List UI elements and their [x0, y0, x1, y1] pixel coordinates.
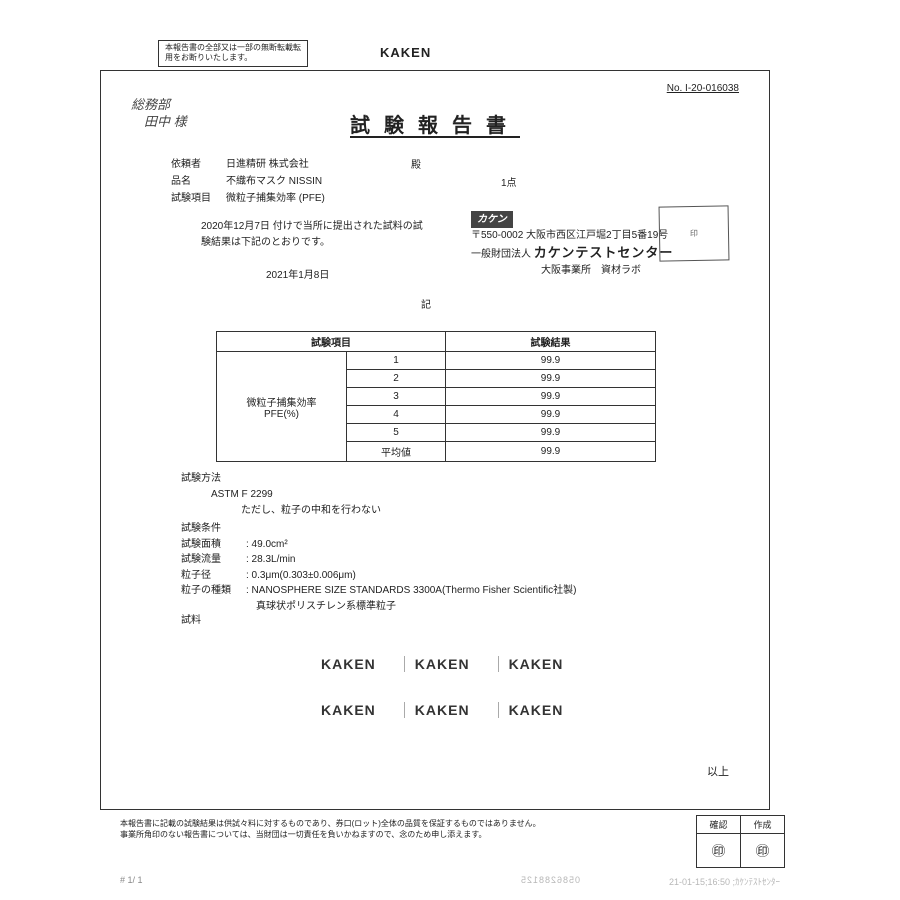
issuer-org-prefix: 一般財団法人 [471, 249, 531, 260]
issuer-logo: カケン [471, 211, 513, 228]
notation-marker: 記 [421, 296, 431, 311]
test-method: 試験方法 ASTM F 2299 ただし、粒子の中和を行わない [181, 471, 381, 519]
approval-create-header: 作成 [741, 816, 785, 834]
method-note: ただし、粒子の中和を行わない [181, 503, 381, 519]
watermark: KAKEN [321, 656, 376, 672]
diam-label: 粒子径 [181, 568, 246, 584]
issuer-dept: 大阪事業所 資材ラボ [471, 263, 673, 278]
company-stamp: 印 [659, 205, 730, 261]
row-v: 99.9 [446, 424, 656, 442]
approval-seal-1: ㊞ [697, 834, 741, 868]
product-label: 品名 [171, 173, 226, 190]
row-n: 3 [347, 388, 446, 406]
issuer-postal: 〒550-0002 大阪市西区江戸堀2丁目5番19号 [471, 228, 673, 243]
document-number: No. I-20-016038 [667, 83, 739, 94]
conditions-heading: 試験条件 [181, 521, 576, 537]
reproduction-notice: 本報告書の全部又は一部の無断転載転用をお断りいたします。 [158, 40, 308, 67]
flow-label: 試験流量 [181, 552, 246, 568]
row-v: 99.9 [446, 352, 656, 370]
row-n: 2 [347, 370, 446, 388]
report-frame: No. I-20-016038 総務部 田中 様 試験報告書 依頼者 日進精研 … [100, 70, 770, 810]
sample-heading: 試料 [181, 611, 201, 626]
method-heading: 試験方法 [181, 471, 381, 487]
sample-count: 1点 [501, 174, 517, 189]
requester-label: 依頼者 [171, 156, 226, 173]
watermark: KAKEN [404, 702, 470, 718]
diam-value: : 0.3μm(0.303±0.006μm) [246, 568, 356, 584]
type-value: : NANOSPHERE SIZE STANDARDS 3300A(Thermo… [246, 583, 576, 599]
avg-label: 平均値 [347, 442, 446, 462]
report-date: 2021年1月8日 [266, 266, 329, 281]
row-v: 99.9 [446, 388, 656, 406]
request-info: 依頼者 日進精研 株式会社 品名 不織布マスク NISSIN 試験項目 微粒子捕… [171, 156, 446, 207]
item-label: 試験項目 [171, 190, 226, 207]
item-value: 微粒子捕集効率 (PFE) [226, 190, 446, 207]
issuer-name: カケンテストセンター [534, 245, 674, 260]
type-label: 粒子の種類 [181, 583, 246, 599]
fax-timestamp: 21-01-15;16:50 ;ｶｹﾝﾃｽﾄｾﾝﾀｰ [580, 875, 780, 888]
approval-confirm-header: 確認 [697, 816, 741, 834]
approval-table: 確認 作成 ㊞ ㊞ [696, 815, 785, 868]
submission-statement: 2020年12月7日 付けで当所に提出された試料の試験結果は下記のとおりです。 [201, 219, 431, 251]
test-conditions: 試験条件 試験面積: 49.0cm² 試験流量: 28.3L/min 粒子径: … [181, 521, 576, 614]
honorific: 殿 [411, 156, 421, 171]
area-label: 試験面積 [181, 537, 246, 553]
th-result: 試験結果 [446, 332, 656, 352]
brand-header: KAKEN [380, 45, 431, 60]
row-n: 1 [347, 352, 446, 370]
fax-number: 0586288125 [200, 875, 580, 888]
type-value2: 真球状ポリスチレン系標準粒子 [181, 599, 576, 615]
row-v: 99.9 [446, 406, 656, 424]
method-std: ASTM F 2299 [181, 487, 381, 503]
watermark-grid: KAKEN KAKEN KAKEN KAKEN KAKEN KAKEN [321, 656, 563, 748]
avg-value: 99.9 [446, 442, 656, 462]
row-v: 99.9 [446, 370, 656, 388]
area-value: : 49.0cm² [246, 537, 288, 553]
watermark: KAKEN [321, 702, 376, 718]
row-label: 微粒子捕集効率 PFE(%) [217, 352, 347, 462]
report-title: 試験報告書 [101, 109, 769, 138]
product-value: 不織布マスク NISSIN [226, 173, 446, 190]
approval-seal-2: ㊞ [741, 834, 785, 868]
th-item: 試験項目 [217, 332, 446, 352]
watermark: KAKEN [404, 656, 470, 672]
fax-footer: # 1/ 1 0586288125 21-01-15;16:50 ;ｶｹﾝﾃｽﾄ… [0, 875, 900, 888]
issuer-block: カケン 〒550-0002 大阪市西区江戸堀2丁目5番19号 一般財団法人 カケ… [471, 211, 673, 278]
row-n: 5 [347, 424, 446, 442]
closing-mark: 以上 [707, 763, 729, 779]
row-n: 4 [347, 406, 446, 424]
watermark: KAKEN [498, 656, 564, 672]
watermark: KAKEN [498, 702, 564, 718]
results-table: 試験項目 試験結果 微粒子捕集効率 PFE(%) 1 99.9 299.9 39… [216, 331, 656, 462]
page-number: # 1/ 1 [120, 875, 200, 888]
disclaimer: 本報告書に記載の試験結果は供試々料に対するものであり、券口(ロット)全体の品質を… [120, 818, 650, 840]
flow-value: : 28.3L/min [246, 552, 295, 568]
